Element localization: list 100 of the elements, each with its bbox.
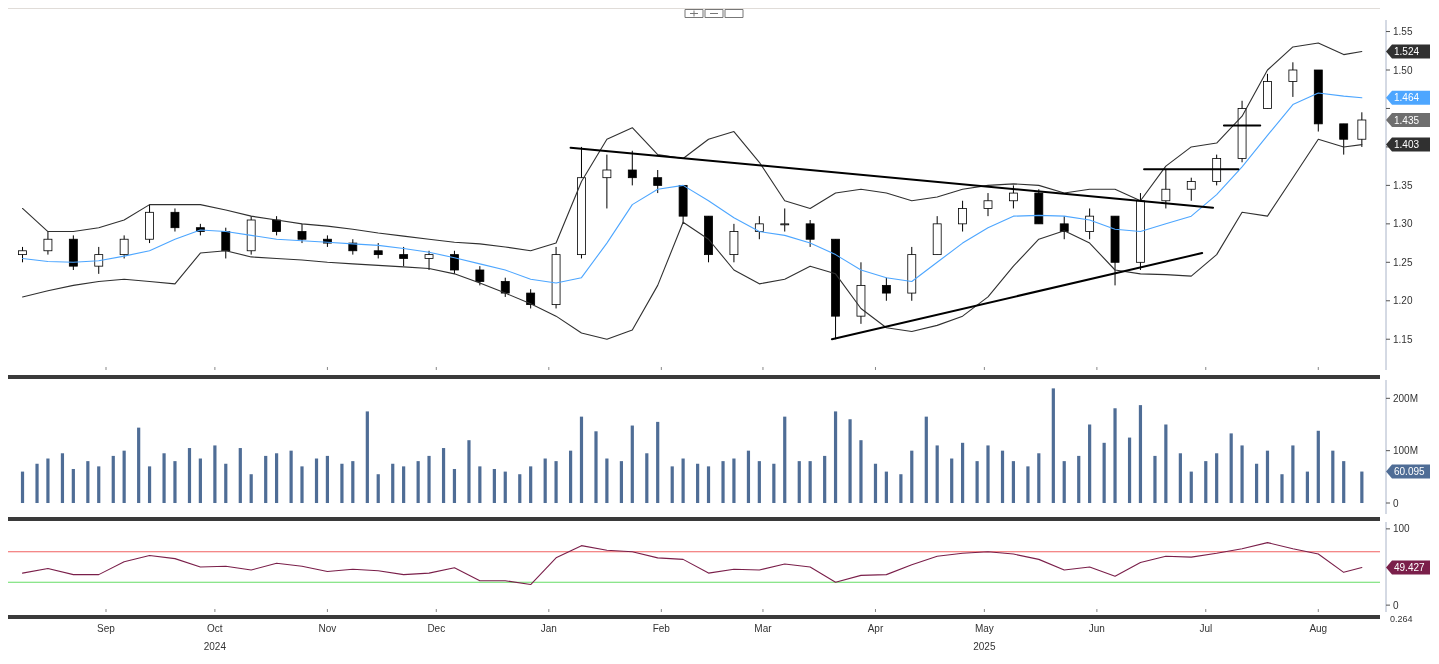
candlestick	[653, 169, 663, 194]
bar	[97, 466, 101, 504]
x-tick-label: Jan	[540, 623, 557, 634]
bar	[783, 416, 787, 504]
value-tag: 1.403	[1386, 137, 1430, 152]
bar	[605, 458, 609, 504]
line-series	[21, 42, 1363, 252]
bar	[46, 458, 50, 504]
bar	[746, 450, 751, 504]
candlestick	[602, 154, 612, 209]
candlestick	[500, 277, 510, 298]
bar	[1102, 442, 1106, 504]
bar	[1331, 450, 1335, 504]
y-tick-label: 1.20	[1393, 295, 1413, 307]
bar	[71, 468, 75, 504]
candlestick	[1085, 207, 1095, 240]
bar	[594, 431, 598, 504]
line-series	[21, 138, 1363, 340]
bar	[1113, 408, 1117, 504]
candlestick	[983, 192, 993, 217]
bar	[86, 461, 90, 504]
bar	[122, 450, 126, 504]
value-tag: 1.524	[1386, 44, 1430, 59]
bar	[187, 448, 192, 504]
bar	[859, 440, 863, 504]
bar	[111, 455, 115, 504]
bar	[376, 474, 380, 504]
value-tag: 60.095	[1386, 464, 1430, 479]
x-tick-label: Oct 2024	[203, 623, 227, 652]
candlestick	[627, 150, 637, 186]
candlestick	[805, 219, 815, 248]
bar	[772, 463, 776, 504]
candlestick	[475, 265, 485, 286]
bar	[340, 463, 344, 504]
y-tick-label: 1.25	[1393, 256, 1413, 268]
bar	[1077, 455, 1081, 504]
candlestick	[297, 223, 307, 244]
candlestick	[119, 234, 129, 259]
value-tag: 49.427	[1386, 560, 1430, 575]
bar	[656, 421, 660, 504]
bar	[351, 461, 355, 504]
bar	[1291, 445, 1295, 504]
bar	[198, 458, 202, 504]
x-tick-label: Dec	[427, 623, 446, 634]
bar	[441, 448, 446, 504]
bar	[579, 416, 584, 504]
y-tick-label: 1.50	[1393, 64, 1413, 76]
candlestick	[1357, 111, 1367, 148]
bar	[1153, 455, 1157, 504]
bar	[543, 458, 547, 504]
bar	[1204, 461, 1208, 504]
bar	[670, 466, 674, 504]
candlestick	[170, 207, 180, 233]
x-tick-label: May 2025	[973, 623, 996, 652]
candlestick	[424, 250, 434, 271]
y-tick-label: 100M	[1393, 445, 1419, 457]
candlestick	[43, 231, 53, 256]
y-tick-label: 1.30	[1393, 218, 1413, 230]
bar	[238, 448, 242, 504]
bar	[325, 455, 330, 504]
bar	[147, 466, 152, 504]
bar	[1000, 450, 1005, 504]
bar	[1215, 453, 1219, 504]
y-tick-label: 200M	[1393, 392, 1419, 404]
x-tick-label: Jun	[1088, 623, 1105, 634]
bar	[1138, 405, 1143, 504]
bar	[721, 461, 725, 504]
bar	[162, 453, 166, 504]
bar	[630, 425, 634, 504]
bar	[274, 453, 279, 504]
bar	[35, 463, 39, 504]
bar	[696, 463, 700, 504]
bar	[935, 445, 939, 504]
bar	[1037, 453, 1041, 504]
bar	[300, 466, 304, 504]
y-tick-label: 0	[1393, 599, 1399, 611]
x-tick-label: Sep	[97, 623, 116, 634]
candlestick	[780, 207, 790, 233]
bar	[1229, 433, 1233, 504]
candlestick	[221, 227, 231, 259]
candlestick	[272, 215, 281, 236]
bar	[1240, 445, 1244, 504]
bar	[899, 474, 903, 504]
y-tick-label: 100	[1393, 523, 1411, 535]
bar	[1305, 471, 1310, 504]
bar	[706, 466, 711, 504]
bar	[1127, 437, 1132, 504]
bar	[416, 461, 420, 504]
bar	[492, 468, 496, 504]
bar	[427, 455, 431, 504]
bar	[833, 411, 838, 504]
value-tag: 1.464	[1386, 90, 1430, 105]
bar	[808, 461, 812, 504]
candlestick	[526, 288, 536, 309]
bar	[1164, 424, 1168, 504]
bar	[1342, 461, 1346, 504]
bar	[478, 466, 482, 504]
bar	[518, 474, 522, 504]
candlestick	[399, 246, 409, 267]
bar	[529, 466, 533, 504]
